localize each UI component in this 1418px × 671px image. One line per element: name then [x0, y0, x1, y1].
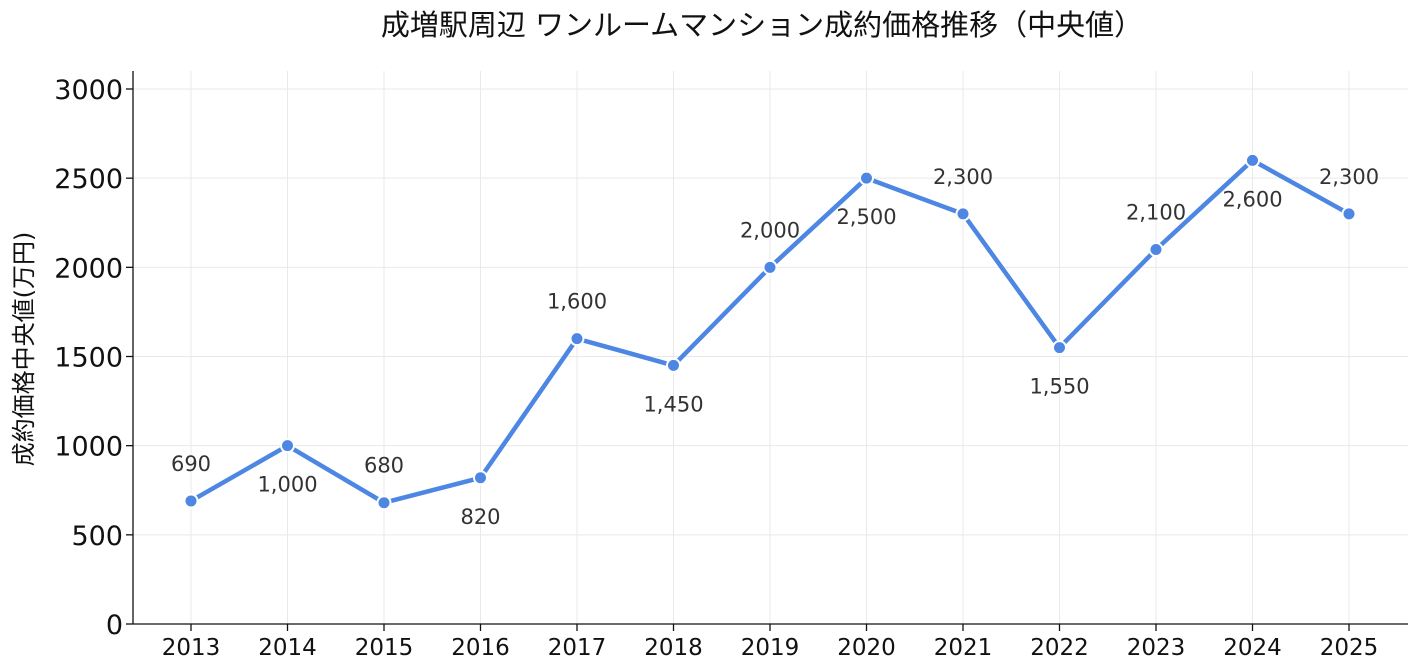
data-label: 1,600 [547, 290, 607, 314]
axes: 0 500 1000 1500 2000 2500 3000 2013 2014 2015 2016… [54, 71, 1408, 661]
data-label: 2,300 [1319, 165, 1379, 189]
data-label: 2,300 [933, 165, 993, 189]
x-tick-label: 2025 [1320, 635, 1379, 661]
y-axis-label: 成約価格中央値(万円) [10, 232, 38, 467]
data-label: 1,000 [257, 473, 317, 497]
data-point [183, 493, 199, 509]
series-group [183, 152, 1357, 511]
x-tick-label: 2017 [548, 635, 607, 661]
x-tick-label: 2018 [644, 635, 703, 661]
x-tick-label: 2023 [1127, 635, 1186, 661]
data-label: 1,550 [1029, 375, 1089, 399]
data-label: 820 [460, 505, 500, 529]
data-label: 2,000 [740, 218, 800, 242]
x-tick-label: 2022 [1030, 635, 1089, 661]
x-tick-label: 2015 [355, 635, 414, 661]
chart-title: 成増駅周辺 ワンルームマンション成約価格推移（中央値） [381, 8, 1143, 42]
data-point [473, 470, 488, 486]
data-label: 1,450 [643, 392, 703, 416]
gridlines [133, 71, 1408, 625]
data-label: 680 [364, 454, 404, 478]
y-tick-label: 1000 [54, 432, 123, 463]
x-tick-label: 2019 [741, 635, 800, 661]
y-tick-label: 2000 [54, 253, 123, 284]
data-point [859, 170, 874, 186]
data-label: 2,500 [836, 205, 896, 229]
x-tick-label: 2021 [934, 635, 993, 661]
data-labels: 690 1,000 680 820 1,600 1,450 2,000 2,500 2,300 1… [171, 165, 1379, 529]
y-tick-label: 2500 [54, 164, 123, 195]
data-point [666, 357, 681, 373]
data-label: 690 [171, 452, 211, 476]
data-point [762, 259, 778, 275]
data-point [1245, 152, 1260, 168]
x-tick-label: 2020 [837, 635, 896, 661]
x-tick-label: 2013 [162, 635, 221, 661]
y-tick-label: 500 [71, 521, 123, 552]
data-point [1341, 206, 1357, 222]
y-tick-label: 1500 [54, 343, 123, 374]
x-tick-label: 2016 [451, 635, 510, 661]
x-tick-label: 2014 [258, 635, 317, 661]
data-point [1052, 340, 1067, 356]
data-point [1148, 242, 1164, 257]
data-label: 2,100 [1126, 201, 1186, 225]
data-point [569, 331, 585, 347]
data-point [955, 206, 971, 222]
x-tick-label: 2024 [1223, 635, 1282, 661]
data-point [376, 495, 392, 511]
data-label: 2,600 [1222, 187, 1282, 211]
y-tick-label: 3000 [54, 75, 123, 106]
y-tick-label: 0 [106, 610, 123, 641]
data-point [280, 438, 295, 454]
